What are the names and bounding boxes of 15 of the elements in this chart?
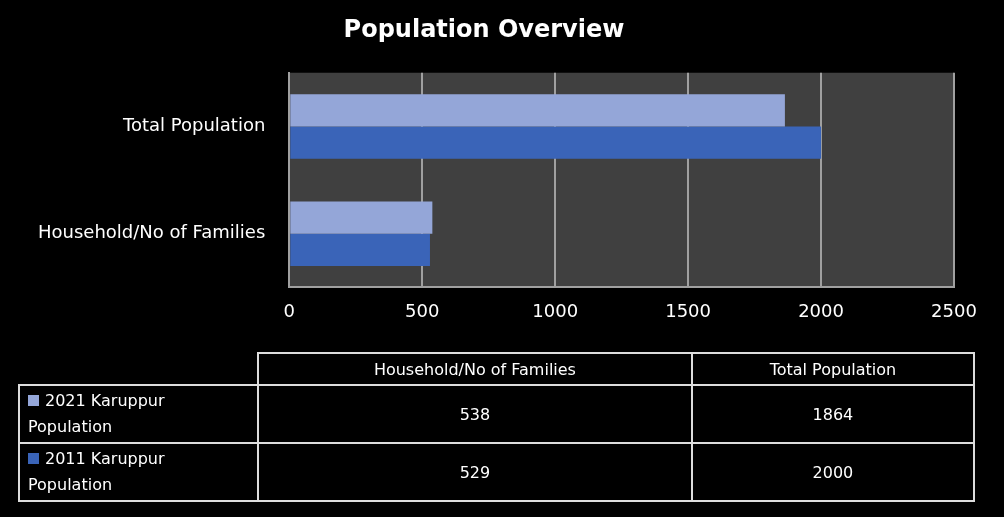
text: 1864 xyxy=(691,385,974,443)
text: 538 xyxy=(258,385,692,443)
x-tick-label: 2000 xyxy=(798,299,844,321)
x-tick-label: 2500 xyxy=(931,299,977,321)
x-tick-label: 500 xyxy=(405,299,440,321)
category-label: Household/No of Families xyxy=(373,359,576,379)
chart-title: Population Overview xyxy=(343,14,625,43)
text: 2000 xyxy=(691,443,974,501)
legend-label: 2021 Karuppur Population xyxy=(28,391,165,436)
text: 529 xyxy=(258,443,692,501)
x-tick-label: 1500 xyxy=(665,299,712,321)
legend-label: 2011 Karuppur Population xyxy=(28,449,165,494)
x-tick-label: 0 xyxy=(283,299,296,321)
category-label: Total Population xyxy=(769,359,897,379)
x-tick-label: 1000 xyxy=(532,299,579,321)
